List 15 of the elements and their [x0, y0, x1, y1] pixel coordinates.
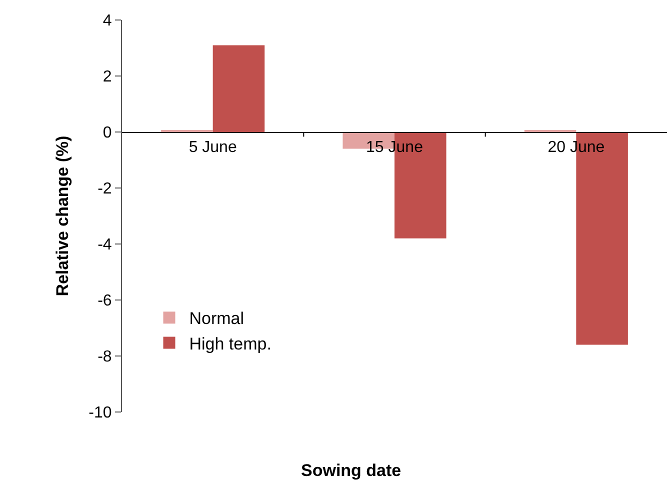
y-tick-label: -6	[98, 292, 112, 310]
y-axis-title: Relative change (%)	[53, 136, 72, 296]
legend-label: High temp.	[189, 334, 272, 354]
x-tick-label: 5 June	[188, 139, 237, 156]
y-tick-label: -4	[98, 236, 112, 254]
y-tick-label: 4	[102, 12, 112, 30]
y-tick-label: 2	[102, 68, 112, 86]
x-tick-label: 15 June	[366, 139, 424, 156]
x-axis-title: Sowing date	[301, 461, 402, 480]
bar	[212, 45, 265, 132]
y-tick-label: 0	[102, 124, 112, 142]
legend-label: Normal	[189, 309, 244, 328]
y-tick-label: -8	[98, 348, 112, 366]
y-tick-label: -10	[88, 404, 112, 422]
y-tick-label: -2	[98, 180, 112, 198]
